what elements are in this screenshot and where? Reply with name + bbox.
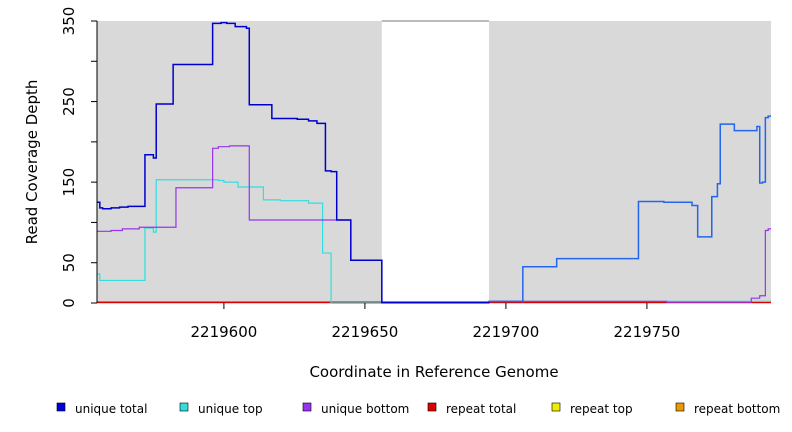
legend-label: unique bottom	[321, 402, 409, 416]
plot-frame	[96, 20, 489, 303]
legend-swatch	[56, 402, 66, 412]
legend-swatch	[551, 402, 561, 412]
legend-label: unique top	[198, 402, 263, 416]
legend-item-unique-total: unique total	[56, 402, 147, 416]
legend-swatch	[675, 402, 685, 412]
y-tick-label: 0	[60, 298, 78, 308]
legend: unique total unique top unique bottom repea…	[56, 402, 780, 416]
legend-swatch	[427, 402, 437, 412]
x-tick-label: 2219750	[614, 323, 681, 341]
series-layer	[97, 21, 771, 304]
x-axis-title: Coordinate in Reference Genome	[309, 363, 558, 381]
series-line-unique-top	[97, 179, 771, 304]
legend-item-unique-bottom: unique bottom	[302, 402, 409, 416]
x-tick-label: 2219650	[332, 323, 399, 341]
legend-label: repeat top	[570, 402, 633, 416]
legend-item-repeat-top: repeat top	[551, 402, 633, 416]
shaded-region-2	[488, 21, 771, 303]
series-line-unique-total	[97, 21, 490, 303]
x-tick-label: 2219700	[473, 323, 540, 341]
y-tick-label: 150	[60, 168, 78, 197]
legend-item-unique-top: unique top	[179, 402, 263, 416]
legend-label: repeat total	[446, 402, 516, 416]
legend-item-repeat-total: repeat total	[427, 402, 516, 416]
legend-swatch	[179, 402, 189, 412]
series-line-unique-total-right	[488, 115, 771, 303]
y-tick-label: 250	[60, 87, 78, 116]
y-tick-label: 350	[60, 7, 78, 36]
y-axis: 0 50 150 250 350	[60, 7, 97, 308]
x-axis: 2219600 2219650 2219700 2219750	[190, 303, 680, 341]
shaded-region-1	[97, 21, 382, 303]
x-tick-label: 2219600	[190, 323, 257, 341]
y-axis-title: Read Coverage Depth	[23, 80, 41, 245]
legend-swatch	[302, 402, 312, 412]
y-tick-label: 50	[60, 253, 78, 272]
legend-item-repeat-bottom: repeat bottom	[675, 402, 780, 416]
legend-label: repeat bottom	[694, 402, 780, 416]
plot-background	[97, 21, 771, 303]
legend-label: unique total	[75, 402, 147, 416]
